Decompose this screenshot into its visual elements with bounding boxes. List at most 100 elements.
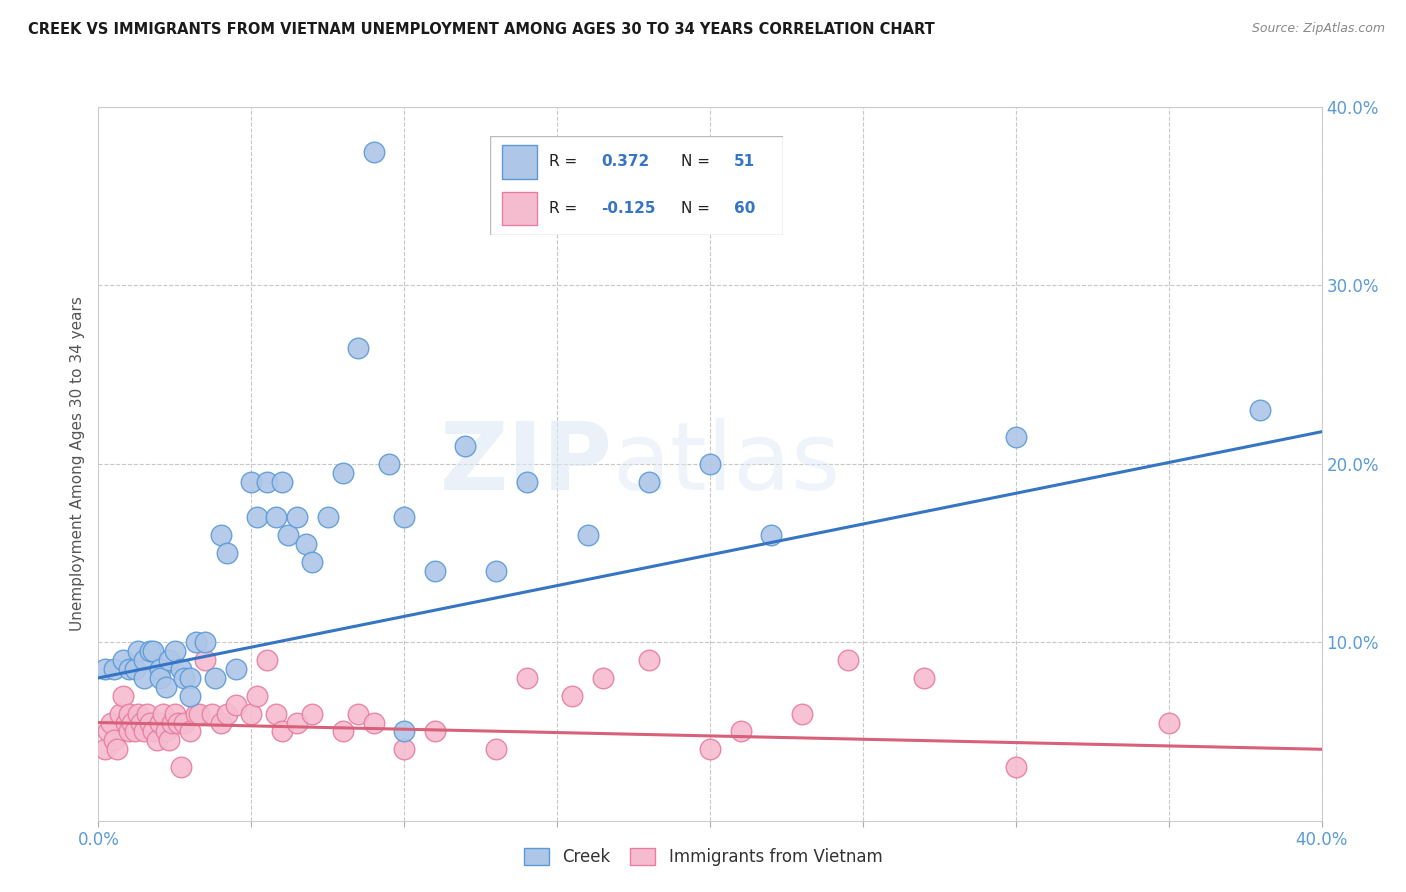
Point [637,475,661,489]
Point [215,546,238,560]
Point [179,724,201,739]
Point [103,733,125,747]
Point [111,653,134,667]
Point [200,706,222,721]
Point [637,653,661,667]
Point [173,671,195,685]
Point [134,653,156,667]
Point [139,644,162,658]
Point [316,510,339,524]
Point [209,715,232,730]
Point [1004,760,1026,774]
Point [194,635,217,649]
Point [129,715,152,730]
Point [246,689,269,703]
Point [204,671,226,685]
Point [363,145,385,159]
Point [127,644,149,658]
Point [179,689,201,703]
Point [1157,715,1180,730]
Point [124,724,146,739]
Legend: Creek, Immigrants from Vietnam: Creek, Immigrants from Vietnam [516,840,890,875]
Point [163,644,186,658]
Point [157,733,180,747]
Point [160,715,183,730]
Point [301,706,323,721]
Point [163,706,186,721]
Point [332,724,354,739]
Point [264,706,287,721]
Point [285,715,308,730]
Text: CREEK VS IMMIGRANTS FROM VIETNAM UNEMPLOYMENT AMONG AGES 30 TO 34 YEARS CORRELAT: CREEK VS IMMIGRANTS FROM VIETNAM UNEMPLO… [28,22,935,37]
Point [173,715,195,730]
Point [1249,403,1271,417]
Point [118,706,141,721]
Point [347,341,370,355]
Point [215,706,238,721]
Point [170,662,193,676]
Point [837,653,859,667]
Y-axis label: Unemployment Among Ages 30 to 34 years: Unemployment Among Ages 30 to 34 years [70,296,86,632]
Point [179,671,201,685]
Point [225,698,247,712]
Point [142,644,165,658]
Point [264,510,287,524]
Point [516,671,538,685]
Point [516,475,538,489]
Point [1004,430,1026,444]
Point [118,724,141,739]
Point [127,706,149,721]
Point [561,689,583,703]
Point [149,662,172,676]
Point [145,733,167,747]
Point [149,715,172,730]
Point [378,457,401,471]
Point [576,528,599,542]
Point [155,724,177,739]
Text: atlas: atlas [612,417,841,510]
Point [194,653,217,667]
Point [256,475,278,489]
Point [699,742,721,756]
Point [124,662,146,676]
Point [912,671,935,685]
Point [209,528,232,542]
Point [186,706,208,721]
Point [97,724,120,739]
Point [392,724,416,739]
Point [93,742,115,756]
Point [295,537,318,551]
Point [277,528,299,542]
Point [108,706,131,721]
Point [134,671,156,685]
Point [392,510,416,524]
Point [699,457,721,471]
Point [170,760,193,774]
Point [134,724,156,739]
Text: Source: ZipAtlas.com: Source: ZipAtlas.com [1251,22,1385,36]
Point [246,510,269,524]
Point [152,706,174,721]
Point [188,706,211,721]
Text: ZIP: ZIP [439,417,612,510]
Point [186,635,208,649]
Point [105,742,128,756]
Point [118,662,141,676]
Point [363,715,385,730]
Point [392,742,416,756]
Point [142,724,165,739]
Point [149,671,172,685]
Point [240,706,263,721]
Point [347,706,370,721]
Point [225,662,247,676]
Point [155,680,177,694]
Point [592,671,614,685]
Point [423,564,446,578]
Point [332,466,354,480]
Point [167,715,190,730]
Point [136,706,159,721]
Point [157,653,180,667]
Point [454,439,477,453]
Point [103,662,125,676]
Point [423,724,446,739]
